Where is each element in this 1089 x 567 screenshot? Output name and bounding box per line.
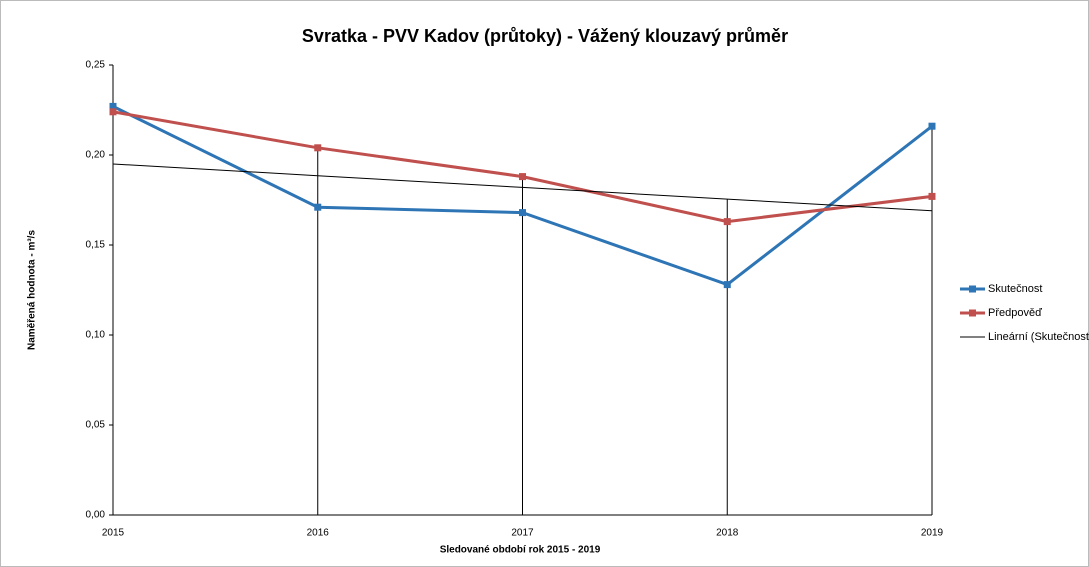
x-tick-label: 2016 bbox=[307, 528, 330, 539]
marker bbox=[109, 102, 117, 110]
marker bbox=[314, 203, 322, 211]
x-tick-label: 2018 bbox=[716, 528, 739, 539]
legend-marker bbox=[969, 285, 976, 293]
x-axis-label: Sledované období rok 2015 - 2019 bbox=[440, 545, 601, 556]
x-tick-label: 2019 bbox=[921, 528, 944, 539]
legend-label: Předpověď bbox=[988, 307, 1042, 319]
series-line bbox=[112, 163, 933, 212]
x-tick-label: 2015 bbox=[102, 528, 125, 539]
y-tick-label: 0,10 bbox=[86, 330, 106, 341]
x-tick-label: 2017 bbox=[511, 528, 534, 539]
y-tick-label: 0,05 bbox=[86, 420, 106, 431]
legend-label: Lineární (Skutečnost ) bbox=[988, 331, 1089, 343]
y-axis-label: Naměřená hodnota - m³/s bbox=[27, 230, 38, 350]
y-tick-label: 0,15 bbox=[86, 240, 106, 251]
marker bbox=[519, 209, 526, 217]
marker bbox=[519, 173, 526, 181]
y-tick-label: 0,25 bbox=[86, 60, 106, 71]
marker bbox=[928, 192, 936, 200]
y-tick-label: 0,00 bbox=[86, 510, 106, 521]
legend-marker bbox=[969, 309, 976, 317]
chart-title: Svratka - PVV Kadov (průtoky) - Vážený k… bbox=[302, 26, 788, 46]
marker bbox=[723, 218, 731, 226]
marker bbox=[723, 281, 731, 289]
legend-label: Skutečnost bbox=[988, 283, 1042, 295]
marker bbox=[314, 144, 322, 152]
marker bbox=[109, 108, 117, 116]
y-tick-label: 0,20 bbox=[86, 150, 106, 161]
marker bbox=[928, 122, 936, 130]
